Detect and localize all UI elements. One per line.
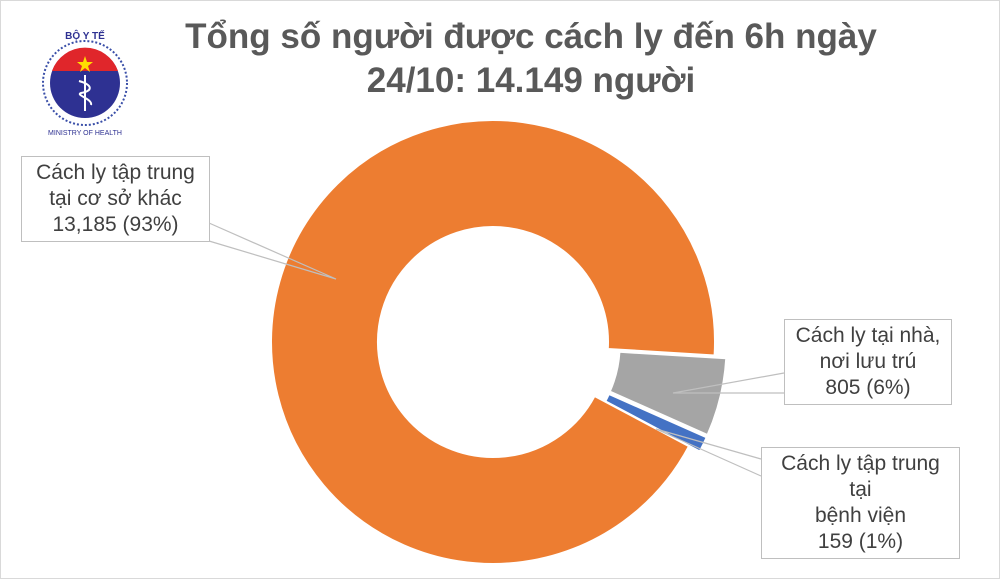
label-2-line1: Cách ly tập trung tại bbox=[781, 452, 940, 501]
label-0-value: 13,185 (93%) bbox=[52, 213, 179, 236]
leader-line-2 bbox=[655, 428, 762, 477]
label-2-line2: bệnh viện bbox=[814, 504, 907, 527]
title-line-2: 24/10: 14.149 người bbox=[366, 61, 696, 100]
title-line-1: Tổng số người được cách ly đến 6h ngày bbox=[185, 17, 877, 56]
label-2-value: 159 (1%) bbox=[817, 530, 904, 553]
label-1-line1: Cách ly tại nhà, bbox=[795, 324, 941, 347]
ministry-logo: BỘ Y TẾ MINISTRY OF HEALTH bbox=[42, 29, 128, 137]
data-label-1: Cách ly tại nhà, nơi lưu trú 805 (6%) bbox=[784, 319, 952, 405]
chart-title: Tổng số người được cách ly đến 6h ngày 2… bbox=[131, 15, 931, 103]
label-0-line2: tại cơ sở khác bbox=[49, 187, 182, 210]
svg-text:MINISTRY OF HEALTH: MINISTRY OF HEALTH bbox=[48, 130, 122, 137]
donut-slice-1 bbox=[608, 350, 728, 437]
donut-slice-2 bbox=[603, 392, 708, 453]
label-1-line2: nơi lưu trú bbox=[819, 350, 917, 373]
svg-text:BỘ Y TẾ: BỘ Y TẾ bbox=[65, 29, 105, 42]
data-label-2: Cách ly tập trung tại bệnh viện 159 (1%) bbox=[761, 447, 960, 559]
leader-line-1 bbox=[672, 372, 785, 394]
donut-slice-0 bbox=[270, 119, 716, 565]
label-0-line1: Cách ly tập trung bbox=[36, 161, 195, 184]
data-label-0: Cách ly tập trung tại cơ sở khác 13,185 … bbox=[21, 156, 210, 242]
leader-line-0 bbox=[208, 222, 337, 280]
label-1-value: 805 (6%) bbox=[825, 376, 911, 399]
